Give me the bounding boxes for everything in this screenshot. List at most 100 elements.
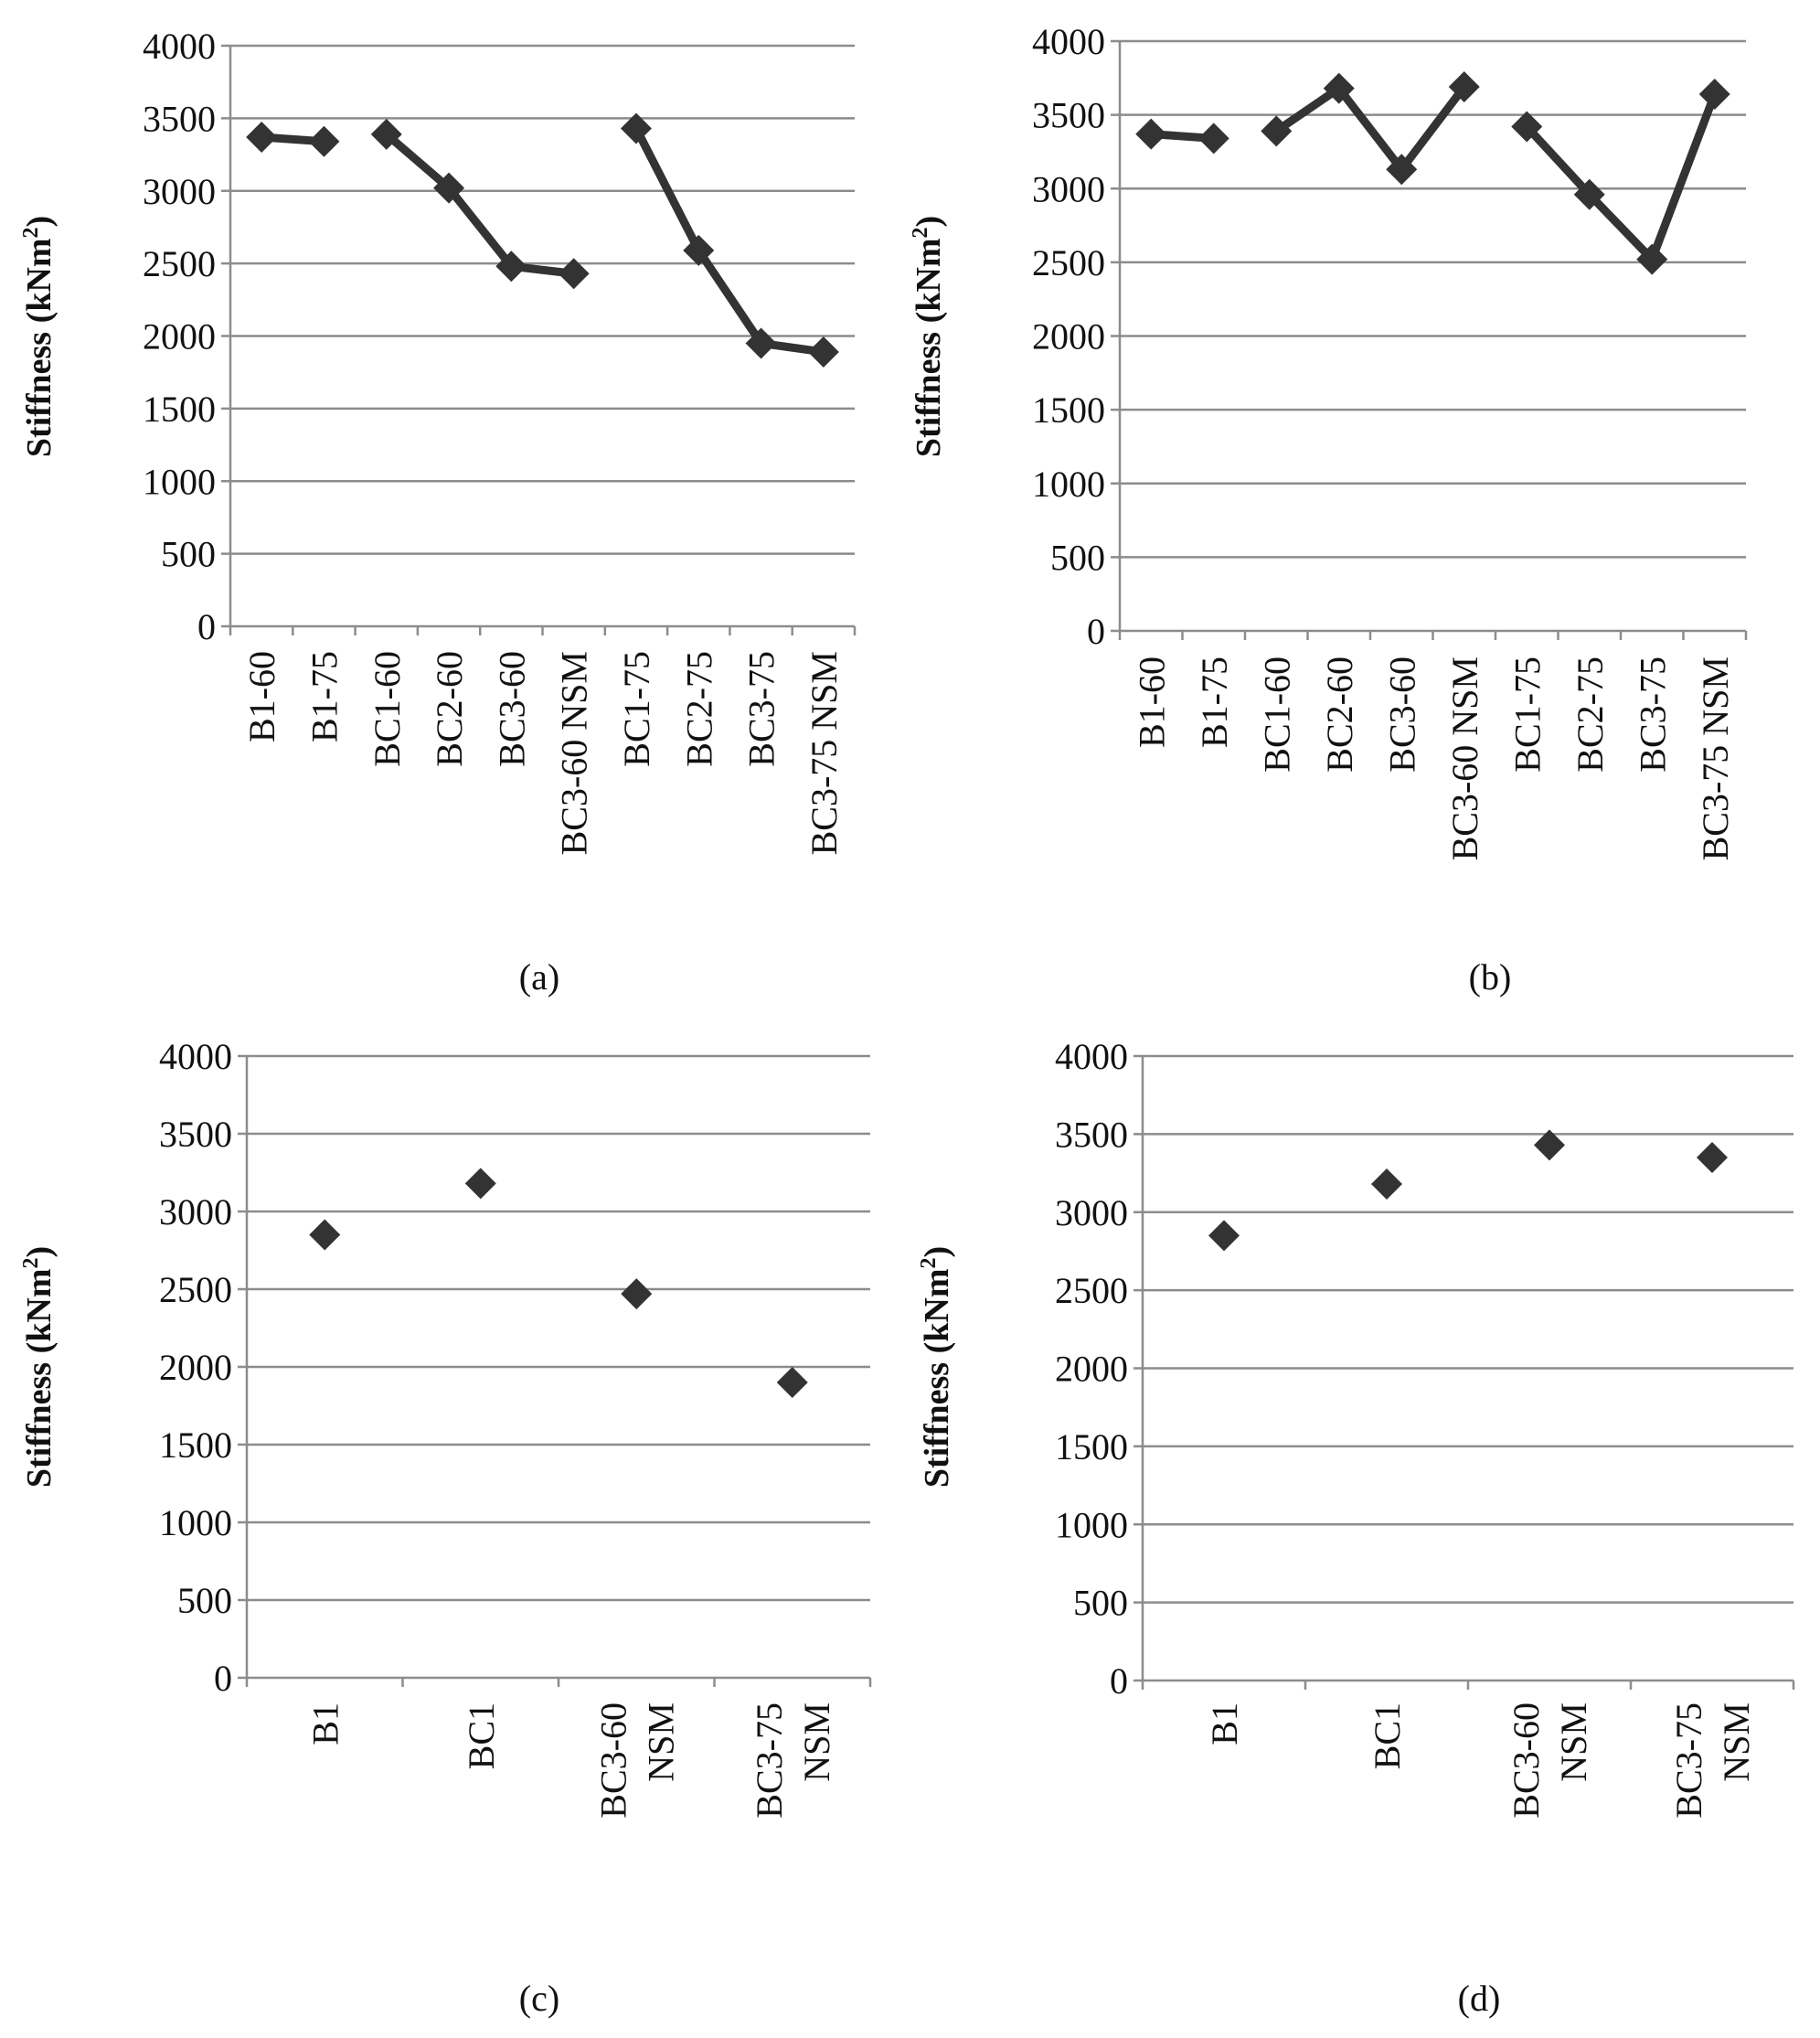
panel-caption: (b) — [1469, 956, 1512, 998]
x-tick-label: B1-75 — [303, 651, 345, 742]
data-point — [1573, 178, 1605, 210]
x-tick-label: BC2-60 — [1319, 656, 1360, 773]
y-tick-label: 500 — [177, 1580, 232, 1621]
y-axis-label: Stiffness (kNm2) — [909, 216, 948, 457]
y-tick-label: 2000 — [1032, 316, 1105, 357]
y-tick-label: 4000 — [159, 1036, 232, 1077]
series-line — [382, 130, 579, 278]
data-point — [1371, 1168, 1402, 1200]
x-tick-label: BC3-60 NSM — [554, 651, 595, 855]
x-tick-label: NSM — [796, 1702, 837, 1782]
x-tick-label: BC1-75 — [616, 651, 657, 767]
x-tick-label: BC3-75 — [741, 651, 782, 767]
data-point — [370, 118, 402, 150]
y-tick-label: 1500 — [143, 389, 216, 430]
data-point — [1197, 123, 1229, 155]
data-point — [1698, 79, 1730, 111]
data-point — [433, 172, 465, 204]
x-tick-label: BC3-75 NSM — [804, 651, 845, 855]
y-tick-label: 2500 — [1032, 242, 1105, 283]
y-tick-label: 2500 — [143, 243, 216, 284]
y-tick-label: 4000 — [1055, 1036, 1128, 1077]
data-point — [776, 1367, 808, 1398]
y-tick-label: 3500 — [1055, 1114, 1128, 1155]
data-point — [1448, 70, 1480, 102]
y-tick-label: 1500 — [1055, 1426, 1128, 1467]
x-tick-label: B1 — [304, 1702, 346, 1745]
data-point — [1208, 1220, 1240, 1252]
y-tick-label: 1000 — [159, 1502, 232, 1543]
x-tick-label: BC3-75 — [1632, 656, 1673, 773]
y-tick-label: 2000 — [143, 316, 216, 357]
y-tick-label: 1000 — [1055, 1504, 1128, 1545]
x-tick-label: BC3-75 NSM — [1695, 656, 1736, 860]
data-point — [1697, 1141, 1728, 1173]
chart-panel-d: 0 500 1000 1500 2000 2500 3000 3500 4000 B1 BC1 BC3… — [917, 1036, 1795, 2019]
y-tick-label: 4000 — [1032, 21, 1105, 62]
y-tick-label: 3000 — [143, 171, 216, 212]
series-line — [632, 123, 828, 357]
data-point — [464, 1168, 496, 1200]
data-point — [495, 251, 527, 283]
y-tick-label: 2500 — [1055, 1270, 1128, 1311]
x-tick-label: B1 — [1204, 1702, 1245, 1745]
x-tick-label: BC1-60 — [367, 651, 408, 767]
y-tick-label: 0 — [1110, 1660, 1128, 1702]
data-point — [745, 327, 777, 359]
y-tick-label: 1500 — [159, 1424, 232, 1466]
y-tick-label: 3500 — [143, 98, 216, 139]
x-tick-label: B1-60 — [1131, 656, 1172, 748]
data-point — [1386, 154, 1418, 186]
x-tick-label: BC3-60 — [1381, 656, 1422, 773]
x-tick-label: NSM — [1553, 1702, 1594, 1782]
y-tick-label: 3000 — [1055, 1192, 1128, 1233]
series-line — [1272, 82, 1469, 174]
x-tick-label: BC2-75 — [678, 651, 719, 767]
x-tick-label: NSM — [1716, 1702, 1757, 1782]
y-tick-label: 3500 — [159, 1114, 232, 1155]
data-point — [558, 258, 590, 290]
x-tick-label: BC3-60 — [1506, 1702, 1547, 1819]
y-tick-label: 4000 — [143, 26, 216, 67]
y-tick-label: 2500 — [159, 1269, 232, 1310]
y-tick-label: 500 — [1073, 1583, 1128, 1624]
x-tick-label: BC1-75 — [1506, 656, 1548, 773]
data-point — [1636, 243, 1668, 275]
series-line — [1522, 90, 1719, 264]
x-tick-label: NSM — [640, 1702, 681, 1782]
panel-caption: (a) — [519, 956, 559, 998]
x-tick-label: BC3-60 — [491, 651, 532, 767]
y-tick-label: 3000 — [1032, 168, 1105, 209]
y-tick-label: 1500 — [1032, 389, 1105, 431]
y-tick-label: 500 — [161, 534, 216, 575]
x-tick-label: B1-75 — [1194, 656, 1235, 748]
y-tick-label: 3000 — [159, 1191, 232, 1232]
data-point — [621, 1278, 653, 1310]
x-tick-label: BC1 — [1367, 1702, 1408, 1769]
x-tick-label: BC3-75 — [1668, 1702, 1709, 1819]
y-axis-label: Stiffness (kNm2) — [917, 1246, 956, 1488]
data-point — [1511, 111, 1543, 143]
data-point — [1261, 115, 1293, 147]
y-tick-label: 2000 — [1055, 1349, 1128, 1390]
x-tick-label: BC3-60 NSM — [1444, 656, 1485, 860]
data-point — [807, 336, 839, 368]
y-tick-label: 0 — [214, 1658, 232, 1699]
y-tick-label: 3500 — [1032, 95, 1105, 136]
y-tick-label: 0 — [197, 606, 216, 647]
chart-panel-c: 0 500 1000 1500 2000 2500 3000 3500 4000 B1 BC1 BC3… — [19, 1036, 872, 2019]
x-tick-label: BC2-75 — [1570, 656, 1611, 773]
y-tick-label: 2000 — [159, 1347, 232, 1388]
x-tick-label: BC1 — [461, 1702, 502, 1769]
y-axis-label: Stiffness (kNm2) — [19, 1246, 59, 1488]
x-tick-label: BC1-60 — [1256, 656, 1297, 773]
data-point — [308, 125, 340, 157]
y-axis-label: Stiffness (kNm2) — [19, 216, 59, 457]
data-point — [1534, 1129, 1565, 1161]
x-tick-label: BC2-60 — [429, 651, 470, 767]
data-point — [1323, 72, 1355, 104]
x-tick-label: BC3-60 — [592, 1702, 633, 1819]
y-tick-label: 500 — [1050, 537, 1105, 578]
chart-panel-a: 0 500 1000 1500 2000 2500 3000 3500 4000 B1-60 B1-… — [19, 26, 857, 998]
